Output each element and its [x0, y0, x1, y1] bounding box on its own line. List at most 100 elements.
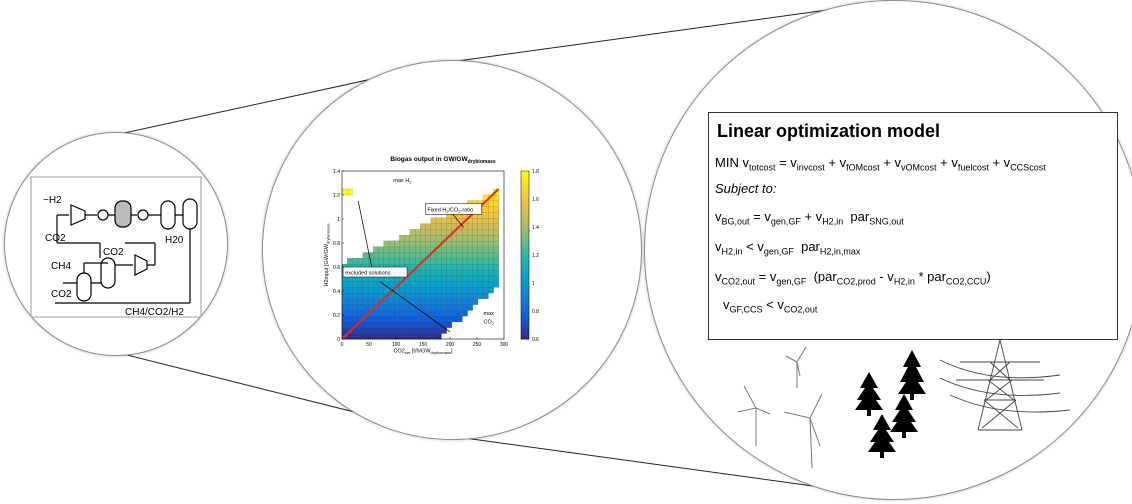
heatmap-cell [493, 200, 499, 207]
y-tick-label: 1 [337, 217, 340, 223]
heatmap-cell [430, 292, 437, 299]
heatmap-cell [435, 223, 442, 230]
heatmap-cell [383, 310, 390, 317]
heatmap-cell [482, 269, 489, 276]
heatmap-cell [394, 298, 400, 305]
heatmap-cell [415, 275, 421, 282]
heatmap-cell [415, 310, 421, 317]
heatmap-cell [409, 252, 416, 259]
heatmap-cell [435, 287, 442, 294]
heatmap-cell [451, 263, 458, 271]
heatmap-cell [347, 298, 353, 305]
heatmap-cell [446, 246, 452, 253]
heatmap-cell [446, 252, 452, 259]
heatmap-cell [461, 246, 468, 253]
heatmap-cell [394, 246, 400, 253]
heatmap-cell [378, 252, 385, 259]
colorbar-segment [521, 266, 529, 270]
heatmap-cell [430, 327, 437, 334]
chart-title: Biogas output in GW/GWdrybiomass [390, 156, 496, 165]
colorbar-segment [521, 176, 529, 180]
heatmap-cell [420, 223, 426, 230]
heatmap-cell [373, 321, 379, 328]
heatmap-cell [347, 292, 353, 299]
heatmap-cell [467, 275, 473, 282]
heatmap-cell [477, 235, 484, 242]
constraint-ccs: vGF,CCS < vCO2,out [723, 297, 818, 315]
heatmap-cell [352, 258, 359, 265]
heatmap-cell [415, 240, 421, 248]
colorbar-segment [521, 280, 529, 284]
heatmap-cell [456, 292, 463, 299]
heatmap-cell [472, 258, 479, 265]
heatmap-cell [456, 229, 463, 236]
heatmap-cell [368, 287, 374, 294]
heatmap-cell [404, 258, 411, 265]
heatmap-cell [425, 327, 432, 334]
heatmap-cell [368, 281, 374, 288]
heatmap-cell [441, 269, 447, 276]
heatmap-cell [373, 246, 379, 253]
heatmap-cell [488, 287, 494, 294]
heatmap-cell [420, 229, 426, 236]
heatmap-cell [388, 246, 395, 253]
colorbar: 0.6 0.8 1 1.2 1.4 1.6 1.8 [520, 169, 539, 343]
heatmap-cell [451, 246, 458, 253]
heatmap-cell [409, 235, 416, 242]
heatmap-cell [472, 263, 479, 271]
heatmap-cell [399, 246, 406, 253]
heatmap-cell [435, 315, 442, 323]
colorbar-segment [521, 210, 529, 214]
heat-exchanger-icon-2 [137, 209, 149, 221]
heatmap-cell [493, 235, 499, 242]
heatmap-cell [404, 252, 411, 259]
heatmap-cell [399, 333, 406, 340]
heatmap-cell [467, 235, 473, 242]
heatmap-cell [404, 333, 411, 340]
heatmap-cell [467, 304, 473, 311]
heatmap-cell [467, 229, 473, 236]
heatmap-cell [425, 246, 432, 253]
heatmap-cell [415, 333, 421, 340]
heatmap-cell [435, 229, 442, 236]
heatmap-cell [362, 327, 369, 334]
heatmap-cell [477, 275, 484, 282]
heatmap-cell [461, 304, 468, 311]
subject-to-label: Subject to: [715, 181, 777, 196]
heatmap-cell [352, 287, 359, 294]
heatmap-cell [409, 275, 416, 282]
colorbar-segment [521, 308, 529, 312]
heatmap-cell [341, 304, 348, 311]
heatmap-cell [461, 269, 468, 276]
heatmap-cell [451, 304, 458, 311]
heatmap-cell [472, 269, 479, 276]
label-h2o: H20 [165, 235, 184, 246]
heatmap-cell [347, 258, 353, 265]
colorbar-segment [521, 187, 529, 191]
heatmap-cell [472, 275, 479, 282]
heatmap-cell [472, 287, 479, 294]
heatmap-cell [451, 298, 458, 305]
heatmap-cell [482, 240, 489, 248]
heatmap-cell [415, 298, 421, 305]
heatmap-cell [425, 287, 432, 294]
heatmap-cell [430, 258, 437, 265]
heatmap-cell [456, 240, 463, 248]
heatmap-cell [362, 287, 369, 294]
heatmap-cell [446, 315, 452, 323]
heatmap-cell [467, 269, 473, 276]
heatmap-cell [378, 258, 385, 265]
heatmap-cell [388, 281, 395, 288]
heatmap-cell [357, 298, 364, 305]
constraint-h2: vH2,in < vgen,GF parH2,in,max [715, 239, 861, 257]
heatmap-cell [456, 246, 463, 253]
separator-icon-2 [182, 198, 198, 230]
heatmap-cell [425, 304, 432, 311]
heatmap-cell [461, 292, 468, 299]
arrow-excluded-down [379, 281, 451, 333]
heatmap-cell [488, 229, 494, 236]
heatmap-cell [425, 310, 432, 317]
heatmap-cell [388, 240, 395, 248]
heatmap-cell [409, 240, 416, 248]
